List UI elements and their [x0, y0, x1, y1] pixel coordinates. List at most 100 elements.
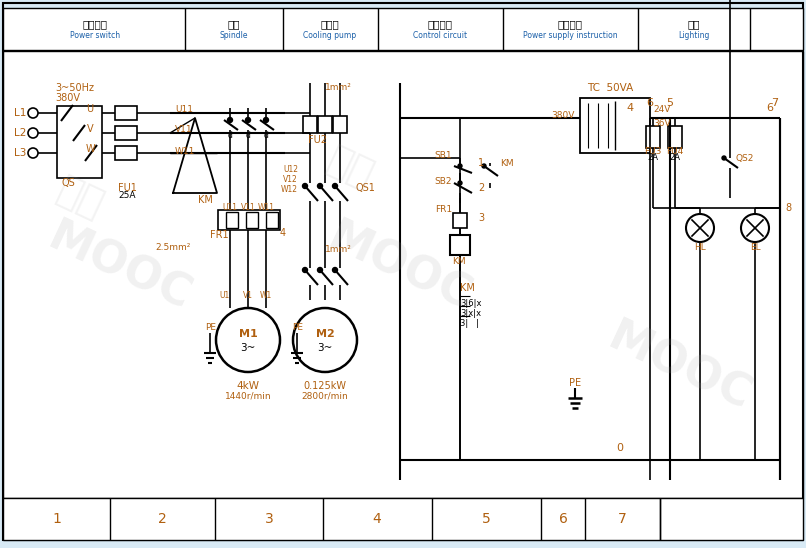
Text: U11: U11	[222, 203, 238, 213]
Text: 1mm²: 1mm²	[325, 83, 352, 93]
Bar	[115, 146, 137, 160]
Circle shape	[28, 128, 38, 138]
Text: W: W	[85, 144, 95, 154]
Text: 5: 5	[482, 512, 490, 526]
Text: d: d	[227, 132, 232, 140]
Text: Spindle: Spindle	[220, 31, 248, 39]
Text: 照明: 照明	[688, 19, 700, 29]
Circle shape	[216, 308, 280, 372]
Text: 1: 1	[478, 158, 484, 168]
Text: PE: PE	[569, 378, 581, 388]
Text: 3: 3	[264, 512, 273, 526]
Circle shape	[318, 267, 322, 272]
Text: Lighting: Lighting	[679, 31, 710, 39]
Text: 5: 5	[667, 98, 674, 108]
Text: PE: PE	[205, 323, 216, 333]
Text: L3: L3	[14, 148, 26, 158]
Text: EL: EL	[750, 243, 760, 253]
Circle shape	[722, 156, 726, 160]
Text: U: U	[86, 104, 93, 114]
Text: Power supply instruction: Power supply instruction	[522, 31, 617, 39]
Text: 3|6|x: 3|6|x	[460, 299, 481, 307]
Text: MOOC: MOOC	[601, 316, 758, 420]
Text: 冷却泵: 冷却泵	[321, 19, 339, 29]
Circle shape	[318, 184, 322, 189]
Text: KM: KM	[500, 158, 513, 168]
Text: KM: KM	[452, 256, 466, 265]
Circle shape	[482, 164, 486, 168]
Text: 大学: 大学	[321, 141, 379, 195]
Bar	[115, 126, 137, 140]
Text: U12: U12	[283, 165, 298, 174]
Text: 6: 6	[767, 103, 774, 113]
Text: 3~50Hz: 3~50Hz	[55, 83, 94, 93]
Text: 2A: 2A	[647, 153, 659, 163]
Text: 3: 3	[478, 213, 484, 223]
Bar	[266, 212, 278, 228]
Text: W12: W12	[281, 186, 298, 195]
Text: V11: V11	[241, 203, 256, 213]
Bar	[318, 116, 332, 133]
Bar	[218, 210, 280, 230]
Text: SB2: SB2	[434, 176, 452, 186]
Text: V: V	[87, 124, 93, 134]
Bar	[580, 98, 650, 153]
Text: 24V: 24V	[653, 106, 671, 115]
Text: MOOC: MOOC	[322, 216, 479, 320]
Text: FU1: FU1	[118, 183, 137, 193]
Text: 电源开关: 电源开关	[82, 19, 107, 29]
Circle shape	[28, 108, 38, 118]
Text: 3|x|x: 3|x|x	[460, 309, 481, 317]
Text: d: d	[264, 132, 268, 140]
Text: SB1: SB1	[434, 151, 452, 161]
Text: 1: 1	[52, 512, 61, 526]
Text: 2A: 2A	[670, 153, 680, 163]
Text: HL: HL	[694, 243, 706, 253]
Text: PE: PE	[292, 323, 303, 333]
Circle shape	[458, 181, 462, 185]
Text: M1: M1	[239, 329, 257, 339]
Text: 2800r/min: 2800r/min	[301, 391, 348, 401]
Text: 3~: 3~	[240, 343, 256, 353]
Text: L2: L2	[14, 128, 26, 138]
Text: 大学: 大学	[51, 171, 110, 225]
Circle shape	[686, 214, 714, 242]
Text: MOOC: MOOC	[42, 216, 198, 320]
Bar	[303, 116, 317, 133]
Circle shape	[293, 308, 357, 372]
Text: W11: W11	[175, 146, 195, 156]
Text: 0: 0	[617, 443, 624, 453]
Bar	[246, 212, 258, 228]
Text: 7: 7	[617, 512, 626, 526]
Circle shape	[246, 117, 251, 123]
Bar	[226, 212, 238, 228]
Text: 4: 4	[372, 512, 381, 526]
Bar	[646, 126, 660, 148]
Circle shape	[264, 117, 268, 123]
Text: 8: 8	[785, 203, 791, 213]
Text: 1mm²: 1mm²	[325, 246, 352, 254]
Text: FU3: FU3	[644, 147, 662, 157]
Text: QS: QS	[62, 178, 76, 188]
Text: Control circuit: Control circuit	[413, 31, 467, 39]
Text: Cooling pump: Cooling pump	[303, 31, 356, 39]
Text: 6: 6	[559, 512, 567, 526]
Bar	[453, 213, 467, 228]
Circle shape	[302, 184, 308, 189]
Text: 2: 2	[478, 183, 484, 193]
Text: L1: L1	[14, 108, 26, 118]
Circle shape	[458, 164, 462, 168]
Bar	[450, 235, 470, 255]
Text: QS2: QS2	[735, 153, 754, 163]
Text: M2: M2	[316, 329, 334, 339]
Text: 7: 7	[771, 98, 779, 108]
Text: 控制线路: 控制线路	[427, 19, 452, 29]
Text: V12: V12	[283, 175, 298, 185]
Bar	[57, 106, 102, 178]
Text: U11: U11	[175, 106, 193, 115]
Text: 6: 6	[646, 98, 654, 108]
Circle shape	[333, 267, 338, 272]
Text: KM: KM	[460, 283, 475, 293]
Text: V11: V11	[175, 125, 193, 134]
Bar	[333, 116, 347, 133]
